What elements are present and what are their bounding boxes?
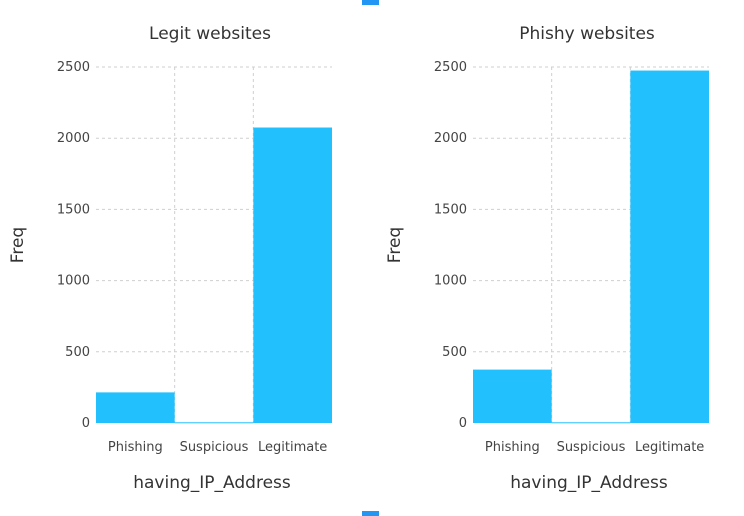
bar-phishing bbox=[96, 392, 175, 423]
y-tick-label: 2500 bbox=[434, 60, 467, 75]
chart-title: Legit websites bbox=[149, 24, 271, 44]
bar-suspicious bbox=[551, 422, 631, 424]
x-tick-label: Phishing bbox=[485, 440, 540, 455]
y-axis-label: Freq bbox=[8, 227, 28, 263]
x-axis-label: having_IP_Address bbox=[510, 473, 668, 493]
chart-legit-websites: 0 500 1000 1500 2000 2500 Phishing Suspicious Le… bbox=[8, 24, 332, 493]
chart-title: Phishy websites bbox=[519, 24, 655, 44]
top-handle[interactable] bbox=[362, 0, 379, 5]
y-tick-label: 2000 bbox=[434, 131, 467, 146]
bottom-handle[interactable] bbox=[362, 511, 379, 516]
y-tick-label: 1500 bbox=[57, 202, 90, 217]
x-tick-label: Suspicious bbox=[557, 440, 626, 455]
bar-phishing bbox=[473, 369, 552, 423]
y-tick-label: 1000 bbox=[57, 274, 90, 289]
y-tick-label: 2500 bbox=[57, 60, 90, 75]
bar-legitimate bbox=[630, 70, 709, 423]
x-tick-label: Suspicious bbox=[180, 440, 249, 455]
y-tick-label: 0 bbox=[82, 416, 90, 431]
y-tick-label: 1500 bbox=[434, 202, 467, 217]
y-tick-label: 0 bbox=[459, 416, 467, 431]
bar-legitimate bbox=[253, 127, 332, 424]
x-tick-label: Legitimate bbox=[258, 440, 327, 455]
y-tick-label: 1000 bbox=[434, 274, 467, 289]
bar-suspicious bbox=[174, 422, 254, 424]
chart-phishy-websites: 0 500 1000 1500 2000 2500 Phishing Suspicious Le… bbox=[385, 24, 709, 493]
x-tick-label: Legitimate bbox=[635, 440, 704, 455]
y-tick-label: 2000 bbox=[57, 131, 90, 146]
x-tick-label: Phishing bbox=[108, 440, 163, 455]
y-tick-label: 500 bbox=[65, 345, 90, 360]
x-axis-label: having_IP_Address bbox=[133, 473, 291, 493]
y-axis-label: Freq bbox=[385, 227, 405, 263]
y-tick-label: 500 bbox=[442, 345, 467, 360]
